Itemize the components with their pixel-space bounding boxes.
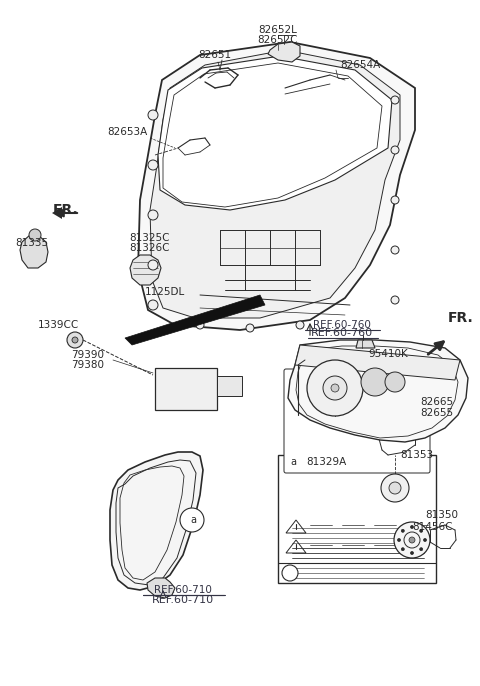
Text: 79390: 79390 xyxy=(72,350,105,360)
Text: 1339CC: 1339CC xyxy=(38,320,79,330)
Text: 81353: 81353 xyxy=(400,450,433,460)
Circle shape xyxy=(401,530,404,532)
Circle shape xyxy=(296,321,304,329)
Polygon shape xyxy=(288,340,468,442)
Circle shape xyxy=(391,196,399,204)
Text: 81329A: 81329A xyxy=(306,457,346,467)
Circle shape xyxy=(391,146,399,154)
Circle shape xyxy=(148,160,158,170)
Text: FR.: FR. xyxy=(448,311,474,325)
Text: FR.: FR. xyxy=(53,203,79,217)
Circle shape xyxy=(29,229,41,241)
FancyBboxPatch shape xyxy=(353,358,412,402)
FancyBboxPatch shape xyxy=(278,455,436,583)
Text: 81326C: 81326C xyxy=(130,243,170,253)
Polygon shape xyxy=(130,255,161,285)
Polygon shape xyxy=(20,235,48,268)
Polygon shape xyxy=(147,578,175,598)
FancyBboxPatch shape xyxy=(284,369,430,473)
Polygon shape xyxy=(150,50,400,318)
Circle shape xyxy=(148,300,158,310)
Text: 81325C: 81325C xyxy=(130,233,170,243)
Text: 81335: 81335 xyxy=(15,238,48,248)
Polygon shape xyxy=(356,340,375,348)
Polygon shape xyxy=(52,207,62,219)
Circle shape xyxy=(423,539,427,541)
Text: 81456C: 81456C xyxy=(412,522,453,532)
Circle shape xyxy=(307,360,363,416)
Polygon shape xyxy=(158,56,392,210)
Text: 1125DL: 1125DL xyxy=(145,287,185,297)
Circle shape xyxy=(323,376,347,400)
Circle shape xyxy=(410,525,413,528)
Text: 82651: 82651 xyxy=(198,50,231,60)
Circle shape xyxy=(246,324,254,332)
Text: a: a xyxy=(290,457,296,467)
Circle shape xyxy=(397,539,400,541)
Circle shape xyxy=(196,321,204,329)
Text: 82655: 82655 xyxy=(420,408,453,418)
Text: 82665: 82665 xyxy=(420,397,453,407)
Circle shape xyxy=(391,296,399,304)
Circle shape xyxy=(391,96,399,104)
Text: 95410K: 95410K xyxy=(368,349,408,359)
Text: 82654A: 82654A xyxy=(340,60,380,70)
Text: 81350: 81350 xyxy=(425,510,458,520)
Circle shape xyxy=(420,547,423,551)
Circle shape xyxy=(148,110,158,120)
Circle shape xyxy=(404,532,420,548)
Circle shape xyxy=(391,246,399,254)
Circle shape xyxy=(394,522,430,558)
FancyBboxPatch shape xyxy=(155,368,217,410)
Text: 79380: 79380 xyxy=(72,360,105,370)
Circle shape xyxy=(222,383,228,389)
Circle shape xyxy=(410,552,413,554)
Polygon shape xyxy=(268,42,300,62)
Text: 82653A: 82653A xyxy=(108,127,148,137)
Polygon shape xyxy=(138,42,415,330)
Circle shape xyxy=(331,384,339,392)
FancyBboxPatch shape xyxy=(217,376,242,396)
Circle shape xyxy=(180,508,204,532)
Text: a: a xyxy=(190,515,196,525)
Text: 82652L: 82652L xyxy=(259,25,298,35)
Polygon shape xyxy=(125,295,265,345)
Text: REF.60-760: REF.60-760 xyxy=(313,320,371,330)
Circle shape xyxy=(72,337,78,343)
Circle shape xyxy=(401,547,404,551)
Text: 82652C: 82652C xyxy=(258,35,298,45)
Text: REF.60-710: REF.60-710 xyxy=(154,585,212,595)
Circle shape xyxy=(420,530,423,532)
Text: REF.60-760: REF.60-760 xyxy=(311,328,373,338)
Circle shape xyxy=(148,210,158,220)
Circle shape xyxy=(389,482,401,494)
Circle shape xyxy=(385,372,405,392)
Circle shape xyxy=(67,332,83,348)
Circle shape xyxy=(381,474,409,502)
Circle shape xyxy=(232,383,238,389)
Circle shape xyxy=(361,368,389,396)
Circle shape xyxy=(282,565,298,581)
Polygon shape xyxy=(110,452,203,590)
Text: REF.60-710: REF.60-710 xyxy=(152,595,214,605)
Circle shape xyxy=(148,260,158,270)
Circle shape xyxy=(409,537,415,543)
Polygon shape xyxy=(295,345,460,380)
